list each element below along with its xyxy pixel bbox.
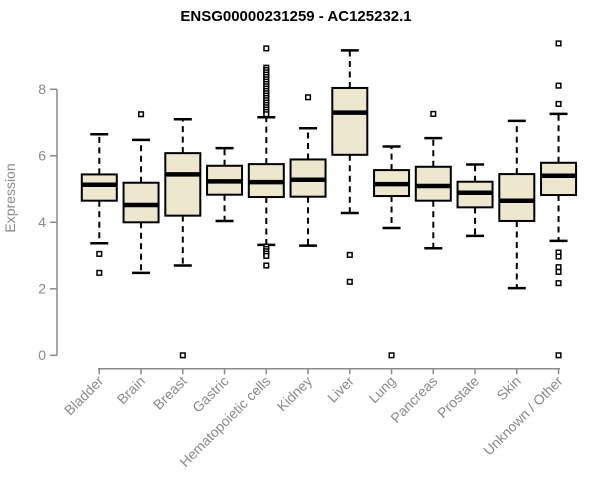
x-tick-label-unknown-other: Unknown / Other	[480, 373, 566, 459]
outlier-point	[179, 352, 186, 359]
outlier-point	[555, 100, 562, 107]
iqr-box	[331, 86, 369, 156]
x-tick-label-bladder: Bladder	[61, 373, 107, 419]
iqr-box	[122, 181, 160, 224]
boxplot-gastric[interactable]	[206, 146, 244, 223]
outlier-point	[138, 111, 145, 118]
x-tick-label-lung: Lung	[365, 373, 398, 406]
chart-title: ENSG00000231259 - AC125232.1	[180, 8, 411, 25]
iqr-box	[80, 173, 118, 202]
outlier-point	[346, 278, 353, 285]
boxplot-skin[interactable]	[498, 119, 536, 290]
outlier-point	[263, 252, 270, 259]
outlier-point	[555, 82, 562, 89]
outlier-point	[388, 352, 395, 359]
x-tick-label-prostate: Prostate	[434, 373, 482, 421]
iqr-box	[164, 152, 202, 217]
iqr-box	[414, 165, 452, 202]
boxplot-breast[interactable]	[164, 117, 202, 359]
iqr-box	[498, 173, 536, 222]
outlier-point	[263, 45, 270, 52]
boxplot-lung[interactable]	[373, 145, 411, 359]
boxplot-kidney[interactable]	[289, 94, 327, 247]
outlier-point	[555, 268, 562, 275]
outlier-point	[346, 251, 353, 258]
iqr-box	[540, 161, 578, 197]
boxplot-hematopoietic-cells[interactable]	[247, 45, 285, 269]
boxplot-prostate[interactable]	[456, 163, 494, 238]
outlier-point	[430, 110, 437, 117]
outlier-point	[555, 40, 562, 47]
y-tick-label-4: 4	[38, 214, 46, 230]
x-tick-label-brain: Brain	[114, 373, 148, 407]
x-tick-label-skin: Skin	[493, 373, 524, 404]
boxplot-liver[interactable]	[331, 49, 369, 285]
y-tick-label-6: 6	[38, 147, 46, 163]
boxplot-brain[interactable]	[122, 111, 160, 275]
y-tick-label-2: 2	[38, 280, 46, 296]
y-tick-label-0: 0	[38, 347, 46, 363]
boxplot-pancreas[interactable]	[414, 110, 452, 250]
outlier-point	[96, 250, 103, 257]
y-axis: 0 2 4 6 8	[38, 81, 58, 363]
y-tick-label-8: 8	[38, 81, 46, 97]
x-tick-label-breast: Breast	[150, 373, 190, 413]
x-tick-label-kidney: Kidney	[274, 373, 316, 415]
outlier-point	[555, 352, 562, 359]
y-axis-title: Expression	[2, 163, 18, 232]
outlier-point	[305, 94, 312, 101]
boxplot-bladder[interactable]	[80, 132, 118, 276]
outlier-point	[555, 253, 562, 260]
outlier-point	[555, 280, 562, 287]
boxplot-unknown-other[interactable]	[540, 40, 578, 359]
outlier-point	[263, 111, 270, 118]
boxplot-series	[80, 40, 578, 359]
outlier-point	[96, 269, 103, 276]
x-tick-label-liver: Liver	[324, 373, 357, 406]
outlier-point	[263, 262, 270, 269]
